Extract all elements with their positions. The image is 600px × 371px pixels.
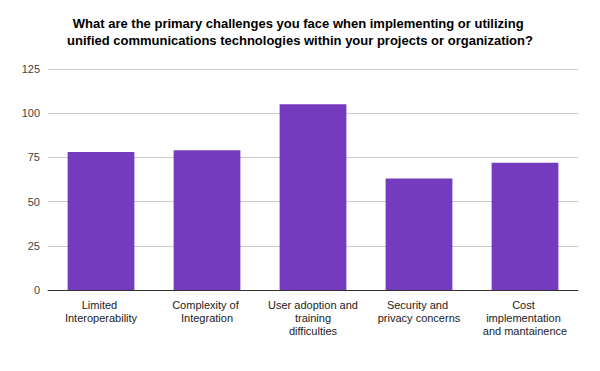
svg-text:Integration: Integration <box>181 312 233 324</box>
svg-text:75: 75 <box>28 151 40 163</box>
svg-text:privacy concerns: privacy concerns <box>378 312 461 324</box>
svg-text:Interoperability: Interoperability <box>65 312 138 324</box>
svg-text:50: 50 <box>28 196 40 208</box>
svg-text:implementation: implementation <box>486 312 564 324</box>
svg-text:Complexity of: Complexity of <box>172 299 242 311</box>
svg-text:Cost: Cost <box>512 299 538 311</box>
svg-text:Limited: Limited <box>82 299 121 311</box>
svg-text:User adoption and: User adoption and <box>268 299 358 311</box>
svg-text:25: 25 <box>28 240 40 252</box>
svg-text:100: 100 <box>22 107 40 119</box>
svg-text:and mantainence: and mantainence <box>483 325 567 337</box>
svg-text:training: training <box>292 312 334 324</box>
svg-text:0: 0 <box>34 284 40 296</box>
svg-text:Security and: Security and <box>387 299 451 311</box>
svg-text:What are the primary challenge: What are the primary challenges you face… <box>73 16 527 31</box>
svg-text:difficulties: difficulties <box>289 325 338 337</box>
svg-text:unified communications technol: unified communications technologies with… <box>67 33 533 48</box>
svg-text:125: 125 <box>22 63 40 75</box>
